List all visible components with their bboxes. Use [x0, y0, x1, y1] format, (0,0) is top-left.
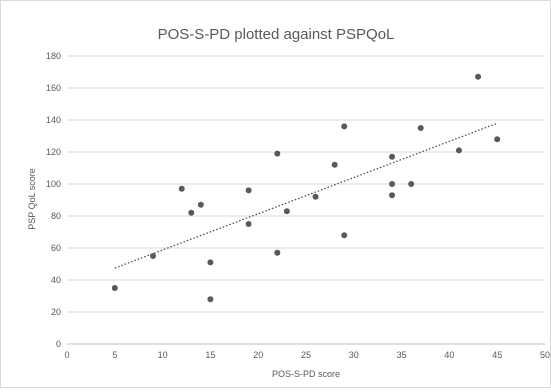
y-axis-label: PSP QoL score — [27, 168, 37, 230]
y-tick-label: 100 — [46, 179, 61, 189]
data-point — [455, 147, 462, 154]
x-tick-label: 30 — [349, 350, 359, 360]
y-tick-label: 160 — [46, 83, 61, 93]
data-point — [111, 285, 118, 291]
data-point — [417, 125, 424, 131]
x-tick-label: 35 — [397, 350, 407, 360]
trendline — [114, 122, 498, 269]
data-points — [111, 73, 501, 303]
data-point — [312, 193, 319, 200]
y-tick-label: 0 — [56, 339, 61, 349]
x-tick-label: 20 — [253, 350, 263, 360]
trendline-group — [114, 122, 498, 269]
x-tick-label: 0 — [64, 350, 69, 360]
data-point — [475, 73, 482, 80]
data-point — [408, 181, 415, 187]
y-tick-label: 180 — [46, 51, 61, 61]
data-point — [150, 253, 157, 259]
y-axis-ticks: 0 20 40 60 80 100 120 140 160 180 — [46, 51, 61, 349]
data-point — [178, 185, 185, 192]
x-tick-label: 10 — [158, 350, 168, 360]
data-point — [341, 232, 348, 239]
data-point — [207, 296, 214, 303]
x-tick-label: 45 — [492, 350, 502, 360]
data-point — [197, 201, 204, 208]
y-tick-label: 20 — [51, 307, 61, 317]
data-point — [283, 208, 290, 215]
x-tick-label: 15 — [205, 350, 215, 360]
data-point — [389, 153, 396, 160]
data-point — [274, 249, 281, 256]
x-tick-label: 40 — [444, 350, 454, 360]
y-tick-label: 60 — [51, 243, 61, 253]
y-tick-label: 140 — [46, 115, 61, 125]
x-tick-label: 5 — [112, 350, 117, 360]
data-point — [389, 192, 396, 199]
data-point — [494, 136, 501, 143]
data-point — [341, 123, 348, 130]
gridlines — [67, 55, 545, 345]
x-tick-label: 50 — [540, 350, 550, 360]
x-tick-label: 25 — [301, 350, 311, 360]
data-point — [331, 161, 338, 168]
y-tick-label: 120 — [46, 147, 61, 157]
data-point — [389, 181, 396, 187]
y-tick-label: 80 — [51, 211, 61, 221]
data-point — [207, 259, 214, 266]
x-axis-label: POS-S-PD score — [272, 369, 340, 379]
chart-title: POS-S-PD plotted against PSPQoL — [158, 26, 395, 43]
data-point — [245, 221, 252, 227]
data-point — [188, 209, 195, 216]
x-axis-ticks: 0 5 10 15 20 25 30 35 40 45 50 — [64, 350, 550, 360]
y-tick-label: 40 — [51, 275, 61, 285]
data-point — [274, 150, 281, 157]
data-point — [245, 187, 252, 194]
